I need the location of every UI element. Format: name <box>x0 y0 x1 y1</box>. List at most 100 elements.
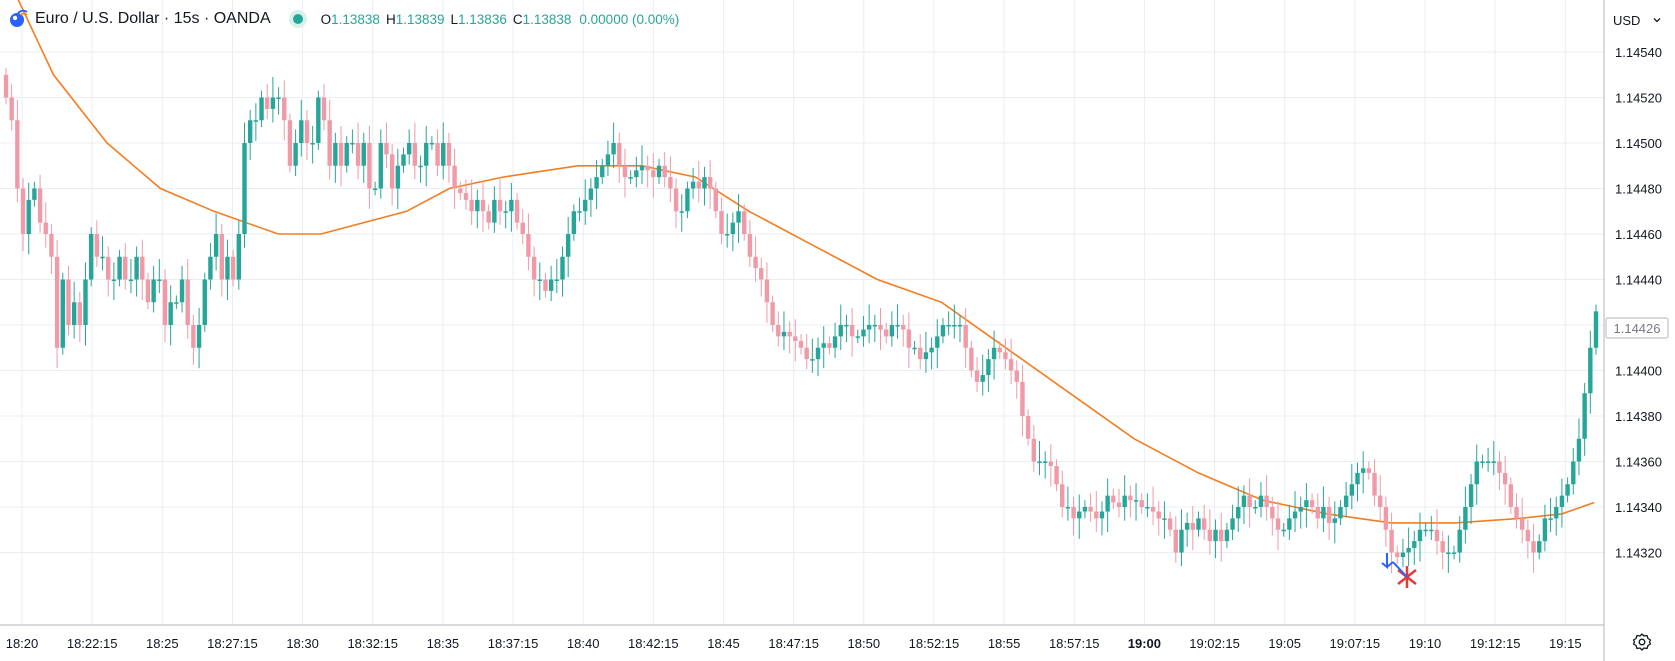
candle-body <box>140 256 145 280</box>
candle <box>1355 462 1360 502</box>
candle-body <box>406 143 412 155</box>
candle-body <box>1241 495 1247 507</box>
candle-body <box>1349 484 1355 496</box>
candle-body <box>94 234 100 257</box>
currency-selector[interactable]: USD <box>1613 8 1673 32</box>
candle <box>554 259 560 294</box>
candle-body <box>912 347 917 350</box>
candle-body <box>1122 495 1127 507</box>
candle-body <box>872 325 878 327</box>
candle-body <box>793 336 798 341</box>
candle <box>54 239 60 369</box>
candle <box>1224 522 1230 548</box>
trade-connector <box>1392 561 1408 578</box>
candle <box>486 204 491 230</box>
candle-body <box>54 256 60 348</box>
candle-body <box>1071 507 1076 519</box>
candle <box>276 87 281 115</box>
candle <box>753 236 758 282</box>
candle-body <box>123 256 128 280</box>
candle-body <box>213 234 219 257</box>
candle <box>1298 496 1303 529</box>
candle <box>912 340 917 355</box>
candle-body <box>1247 495 1252 507</box>
candle <box>134 246 139 297</box>
candle-body <box>435 143 440 166</box>
candle-body <box>83 279 88 325</box>
candle <box>1468 474 1474 525</box>
candle <box>531 246 537 297</box>
candle <box>838 304 843 351</box>
candle-body <box>389 154 395 189</box>
candle <box>1480 454 1485 469</box>
candle-body <box>855 336 860 338</box>
candle <box>88 227 94 287</box>
candle <box>798 334 804 355</box>
candle-body <box>88 234 94 280</box>
candle-body <box>276 97 281 99</box>
candle <box>1593 304 1599 355</box>
candle-body <box>1446 552 1451 554</box>
candle-body <box>1167 518 1173 530</box>
candle <box>617 132 622 183</box>
candle-body <box>174 302 179 304</box>
candle <box>1525 519 1531 559</box>
candle-body <box>719 211 724 234</box>
candle <box>236 220 242 290</box>
candle-body <box>191 325 196 348</box>
candle <box>776 311 781 347</box>
candle <box>265 83 270 120</box>
candle-body <box>32 188 37 200</box>
candle <box>679 194 684 232</box>
candle-body <box>1497 461 1502 473</box>
candle-body <box>974 370 980 382</box>
price-tick-label: 1.14360 <box>1615 455 1662 470</box>
candle <box>213 213 219 271</box>
symbol-title[interactable]: Euro / U.S. Dollar · 15s · OANDA <box>35 10 271 27</box>
candle <box>878 307 883 351</box>
candle <box>560 246 565 297</box>
candle-body <box>270 97 276 109</box>
candle-body <box>1434 529 1440 542</box>
candle-body <box>1082 507 1088 512</box>
candle <box>429 136 435 150</box>
candle <box>1360 451 1366 494</box>
candle <box>1309 493 1315 514</box>
candle-body <box>1559 495 1565 507</box>
time-axis-labels[interactable]: 18:20 18:22:15 18:25 18:27:15 18:30 18:32:15 1… <box>6 636 1582 651</box>
candle <box>514 193 520 230</box>
candle-body <box>378 143 383 189</box>
candle-body <box>753 256 758 269</box>
candle-body <box>611 143 616 155</box>
candle <box>43 202 48 248</box>
candle <box>1457 516 1462 563</box>
candle-body <box>969 347 974 371</box>
candle-body <box>520 222 525 234</box>
candle-body <box>134 256 139 280</box>
candle-body <box>645 165 650 171</box>
candle <box>162 269 168 343</box>
price-axis-labels[interactable]: 1.14540 1.14520 1.14500 1.14480 1.14460 1.144… <box>1615 45 1662 561</box>
gear-icon[interactable] <box>1632 632 1652 652</box>
candle <box>378 129 383 199</box>
candle <box>1349 463 1355 510</box>
candle <box>185 259 190 339</box>
candle <box>1088 493 1093 522</box>
candle <box>123 243 128 290</box>
candle <box>1554 496 1559 536</box>
chart-grid <box>0 0 1604 625</box>
candle <box>480 182 486 232</box>
candle <box>1025 409 1031 446</box>
candle <box>1133 483 1139 521</box>
candle <box>543 272 548 298</box>
candle-body <box>1133 500 1139 502</box>
candle <box>441 122 446 180</box>
candle-body <box>185 279 190 325</box>
candle <box>253 103 259 141</box>
candle <box>1207 509 1213 555</box>
candle <box>793 319 798 362</box>
open-value: 1.13838 <box>331 11 380 27</box>
candle-body <box>1258 495 1264 507</box>
candle <box>412 122 418 180</box>
